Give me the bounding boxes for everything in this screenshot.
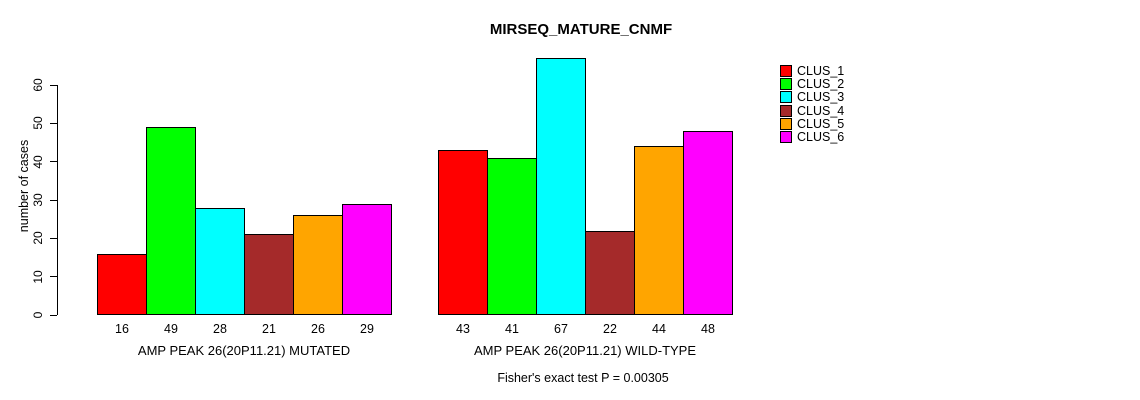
legend-item-clus_3: CLUS_3: [780, 90, 845, 105]
bar-clus_5-group2: [634, 146, 684, 315]
bar-value-label: 29: [360, 322, 374, 336]
legend-label: CLUS_5: [797, 116, 845, 131]
y-axis-tick: [50, 237, 57, 239]
bar-clus_1-group2: [438, 150, 488, 315]
y-axis-tick: [50, 314, 57, 316]
y-axis-tick: [50, 276, 57, 278]
legend-swatch: [780, 104, 792, 117]
bar-clus_2-group2: [487, 158, 537, 315]
legend-item-clus_2: CLUS_2: [780, 76, 845, 91]
bar-clus_3-group2: [536, 58, 586, 315]
legend: CLUS_1 CLUS_2 CLUS_3 CLUS_4 CLUS_5 CLUS_6: [780, 64, 844, 144]
y-axis-title: number of cases: [17, 139, 31, 233]
legend-item-clus_6: CLUS_6: [780, 130, 845, 145]
y-tick-label: 10: [31, 269, 45, 284]
bar-value-label: 67: [554, 322, 568, 336]
bar-clus_3-group1: [195, 208, 245, 315]
y-tick-label: 0: [31, 311, 45, 319]
y-axis-tick: [50, 161, 57, 163]
bar-value-label: 21: [262, 322, 276, 336]
bar-clus_6-group2: [683, 131, 733, 315]
bar-clus_5-group1: [293, 215, 343, 315]
y-axis-tick: [50, 122, 57, 124]
y-axis-tick: [50, 84, 57, 86]
legend-label: CLUS_4: [797, 103, 845, 118]
y-tick-label: 30: [31, 193, 45, 207]
group-label-wild-type: AMP PEAK 26(20P11.21) WILD-TYPE: [473, 343, 697, 358]
bar-clus_2-group1: [146, 127, 196, 315]
legend-label: CLUS_3: [797, 90, 845, 105]
bar-value-label: 16: [115, 322, 129, 336]
bar-value-label: 28: [213, 322, 227, 336]
legend-swatch: [780, 91, 792, 104]
y-tick-label: 20: [31, 231, 45, 246]
bar-clus_1-group1: [97, 254, 147, 315]
bar-clus_4-group2: [585, 231, 635, 315]
bar-value-label: 43: [456, 322, 470, 336]
bar-value-label: 41: [505, 322, 519, 336]
legend-item-clus_4: CLUS_4: [780, 103, 845, 118]
legend-swatch: [780, 131, 792, 144]
bar-value-label: 26: [311, 322, 325, 336]
y-tick-label: 50: [31, 116, 45, 131]
legend-label: CLUS_1: [797, 63, 845, 78]
chart-title: MIRSEQ_MATURE_CNMF: [489, 21, 673, 38]
y-tick-label: 40: [31, 154, 45, 169]
y-axis-line: [57, 85, 58, 315]
legend-swatch: [780, 64, 792, 77]
y-tick-label: 60: [31, 78, 45, 92]
bar-value-label: 22: [603, 322, 617, 336]
legend-item-clus_1: CLUS_1: [780, 63, 845, 78]
bar-clus_6-group1: [342, 204, 392, 315]
legend-item-clus_5: CLUS_5: [780, 116, 845, 131]
legend-swatch: [780, 77, 792, 90]
legend-label: CLUS_6: [797, 130, 845, 145]
bar-value-label: 44: [652, 322, 666, 336]
legend-label: CLUS_2: [797, 76, 845, 91]
legend-swatch: [780, 117, 792, 130]
bar-value-label: 48: [701, 322, 715, 336]
group-label-mutated: AMP PEAK 26(20P11.21) MUTATED: [137, 343, 351, 358]
fisher-test-note: Fisher's exact test P = 0.00305: [497, 371, 669, 385]
bar-clus_4-group1: [244, 234, 294, 315]
y-axis-tick: [50, 199, 57, 201]
bar-value-label: 49: [164, 322, 178, 336]
